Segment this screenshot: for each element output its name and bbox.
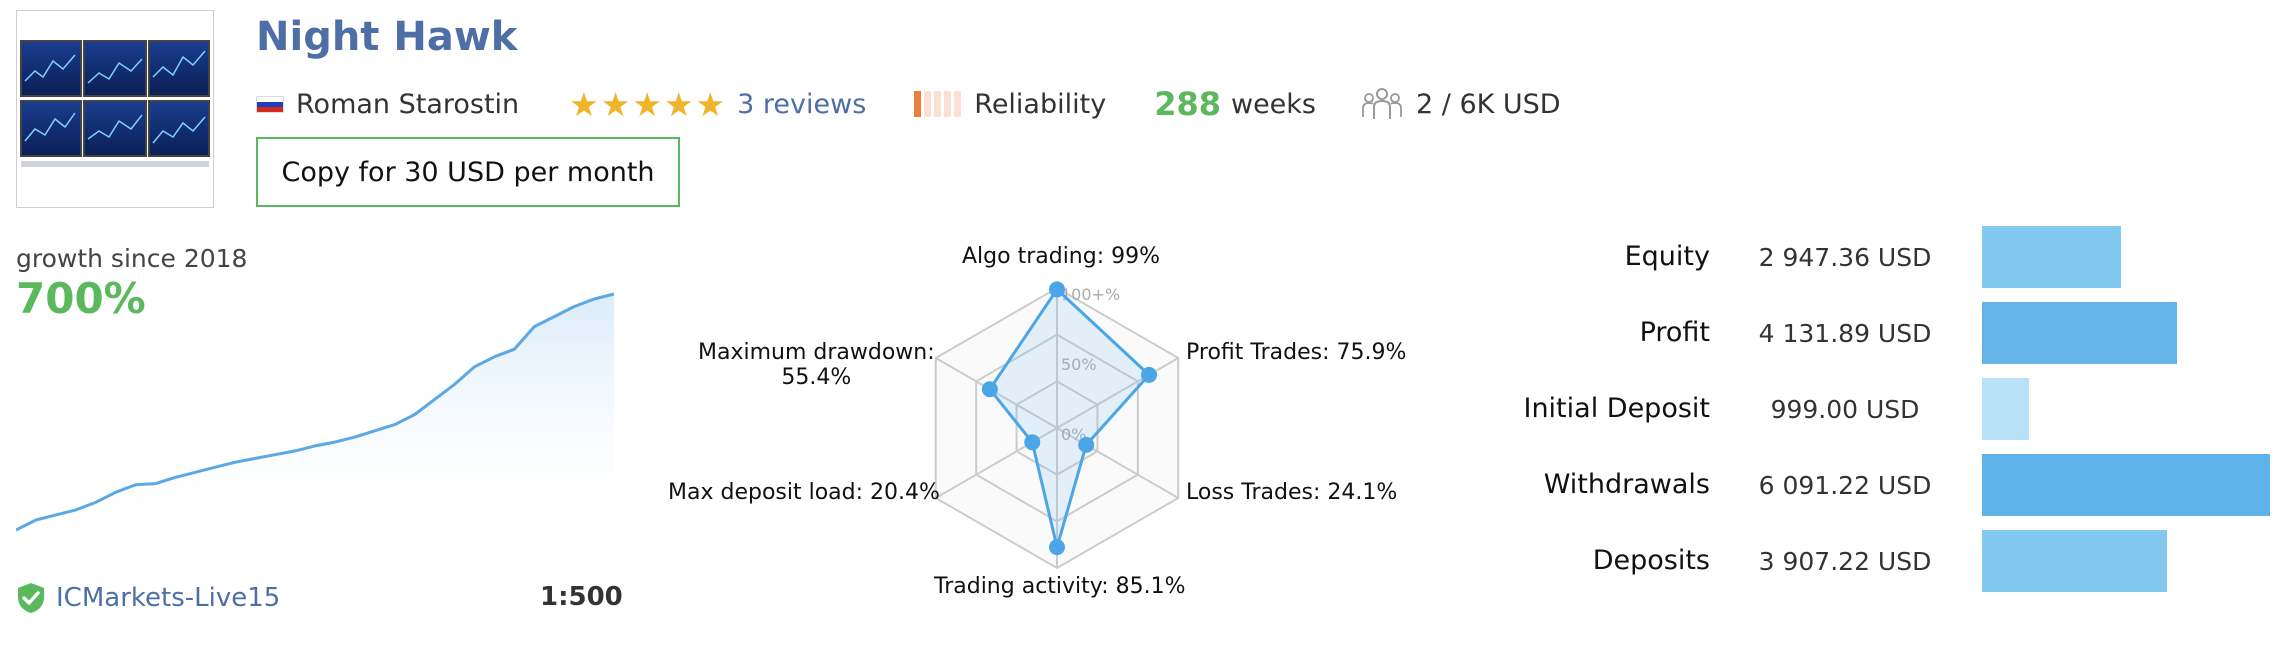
balance-label: Deposits [1592,545,1710,576]
balance-bar [1982,226,2121,288]
radar-label-algo: Algo trading: 99% [962,244,1161,269]
subscribers-icon [1362,85,1402,123]
radar-point-4[interactable] [1024,434,1041,451]
balance-label: Initial Deposit [1523,393,1710,424]
weeks-value: 288 [1154,85,1221,123]
radar-scale-label: 50% [1061,355,1097,374]
radar-label-max-drawdown-line1: Maximum drawdown: [698,340,935,365]
trading-monitors-image [17,11,213,207]
leverage-value: 1:500 [540,582,623,612]
radar-chart: 100+% 50% 0% [934,281,1180,570]
shield-check-icon [18,583,44,613]
radar-label-max-drawdown: Maximum drawdown: 55.4% [698,340,935,390]
star-icon: ★ [600,84,631,124]
balance-bar [1982,454,2270,516]
star-icon: ★ [695,84,726,124]
growth-line [16,292,615,532]
balance-value: 999.00 USD [1770,395,1920,424]
subscribers-value: 2 / 6K USD [1416,88,1561,120]
signal-title[interactable]: Night Hawk [256,14,518,60]
growth-area [16,294,614,540]
balance-value: 2 947.36 USD [1758,243,1932,272]
radar-point-0[interactable] [1049,281,1065,298]
star-icon: ★ [663,84,694,124]
star-icon: ★ [569,84,599,124]
server-info[interactable]: ICMarkets-Live15 [16,582,280,614]
server-name[interactable]: ICMarkets-Live15 [56,583,281,613]
author-name[interactable]: Roman Starostin [296,88,520,120]
radar-label-max-deposit-load: Max deposit load: 20.4% [668,480,940,505]
radar-label-max-drawdown-line2: 55.4% [781,365,852,390]
radar-label-profit-trades: Profit Trades: 75.9% [1186,340,1407,365]
radar-point-1[interactable] [1141,366,1158,383]
balance-value: 6 091.22 USD [1758,471,1932,500]
growth-value: 700% [16,274,146,323]
copy-signal-button[interactable]: Copy for 30 USD per month [256,137,680,207]
radar-label-trading-activity: Trading activity: 85.1% [934,574,1186,599]
balance-bar [1982,530,2167,592]
balance-label: Profit [1639,317,1710,348]
balance-bar [1982,378,2029,440]
radar-point-5[interactable] [981,381,998,398]
balance-value: 3 907.22 USD [1758,547,1932,576]
radar-axis [1056,357,1179,429]
weeks-label: weeks [1230,88,1316,120]
signal-meta-row: Roman Starostin ★ ★ ★ ★ ★ 3 reviews Reli… [256,84,1561,124]
growth-label: growth since 2018 [16,244,248,273]
radar-scale-label: 0% [1061,425,1086,444]
rating-stars: ★ ★ ★ ★ ★ [569,88,727,121]
radar-scale-label: 100+% [1061,285,1120,304]
balance-label: Equity [1624,241,1710,272]
russia-flag-icon [256,95,284,113]
reliability-icon [914,91,964,117]
balance-bar [1982,302,2177,364]
balance-label: Withdrawals [1543,469,1710,500]
reviews-link[interactable]: 3 reviews [737,88,867,120]
radar-point-3[interactable] [1049,539,1065,556]
radar-axis [1056,427,1179,499]
balance-value: 4 131.89 USD [1758,319,1932,348]
signal-thumbnail[interactable] [16,10,214,208]
radar-point-2[interactable] [1078,436,1095,453]
growth-chart[interactable] [16,280,616,540]
star-icon: ★ [632,84,662,124]
reliability-label: Reliability [974,88,1107,120]
radar-label-loss-trades: Loss Trades: 24.1% [1186,480,1398,505]
